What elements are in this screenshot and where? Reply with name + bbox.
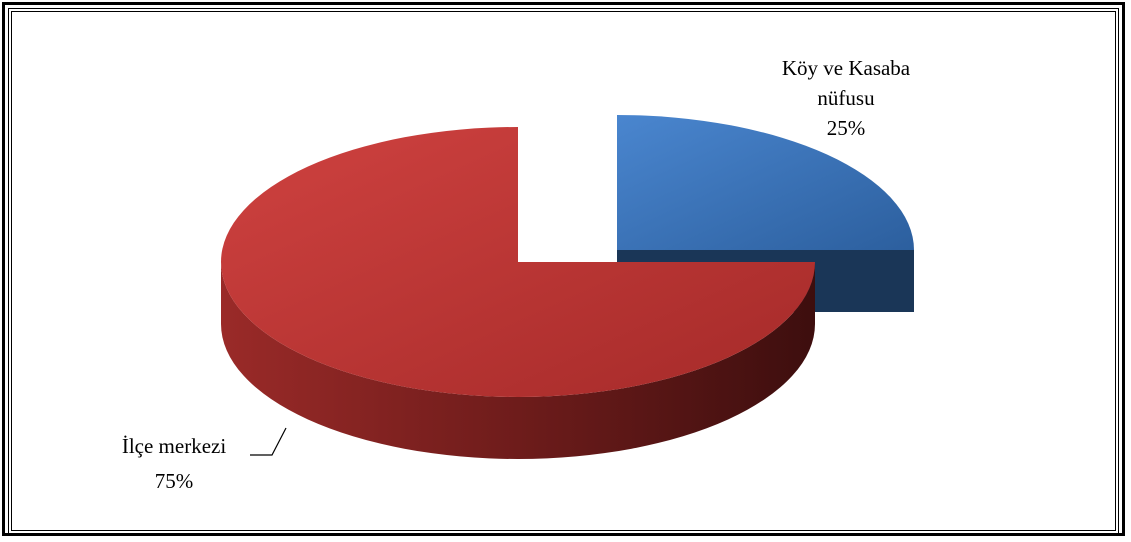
pie-slice-2 [221, 127, 815, 397]
slice-label-1-line-1: Köy ve Kasaba [782, 56, 911, 80]
slice-label-1-line-2: nüfusu [817, 86, 875, 110]
pie-slice-1 [617, 115, 914, 250]
slice-percent-2: 75% [155, 469, 194, 493]
slice-label-2: İlçe merkezi [122, 434, 227, 458]
slice-percent-1: 25% [827, 116, 866, 140]
leader-line-2 [250, 427, 287, 456]
outer-border [2, 2, 1125, 536]
inner-border [8, 8, 1119, 534]
pie-slice-side-2 [221, 262, 815, 459]
inner-border-2 [11, 11, 1116, 531]
